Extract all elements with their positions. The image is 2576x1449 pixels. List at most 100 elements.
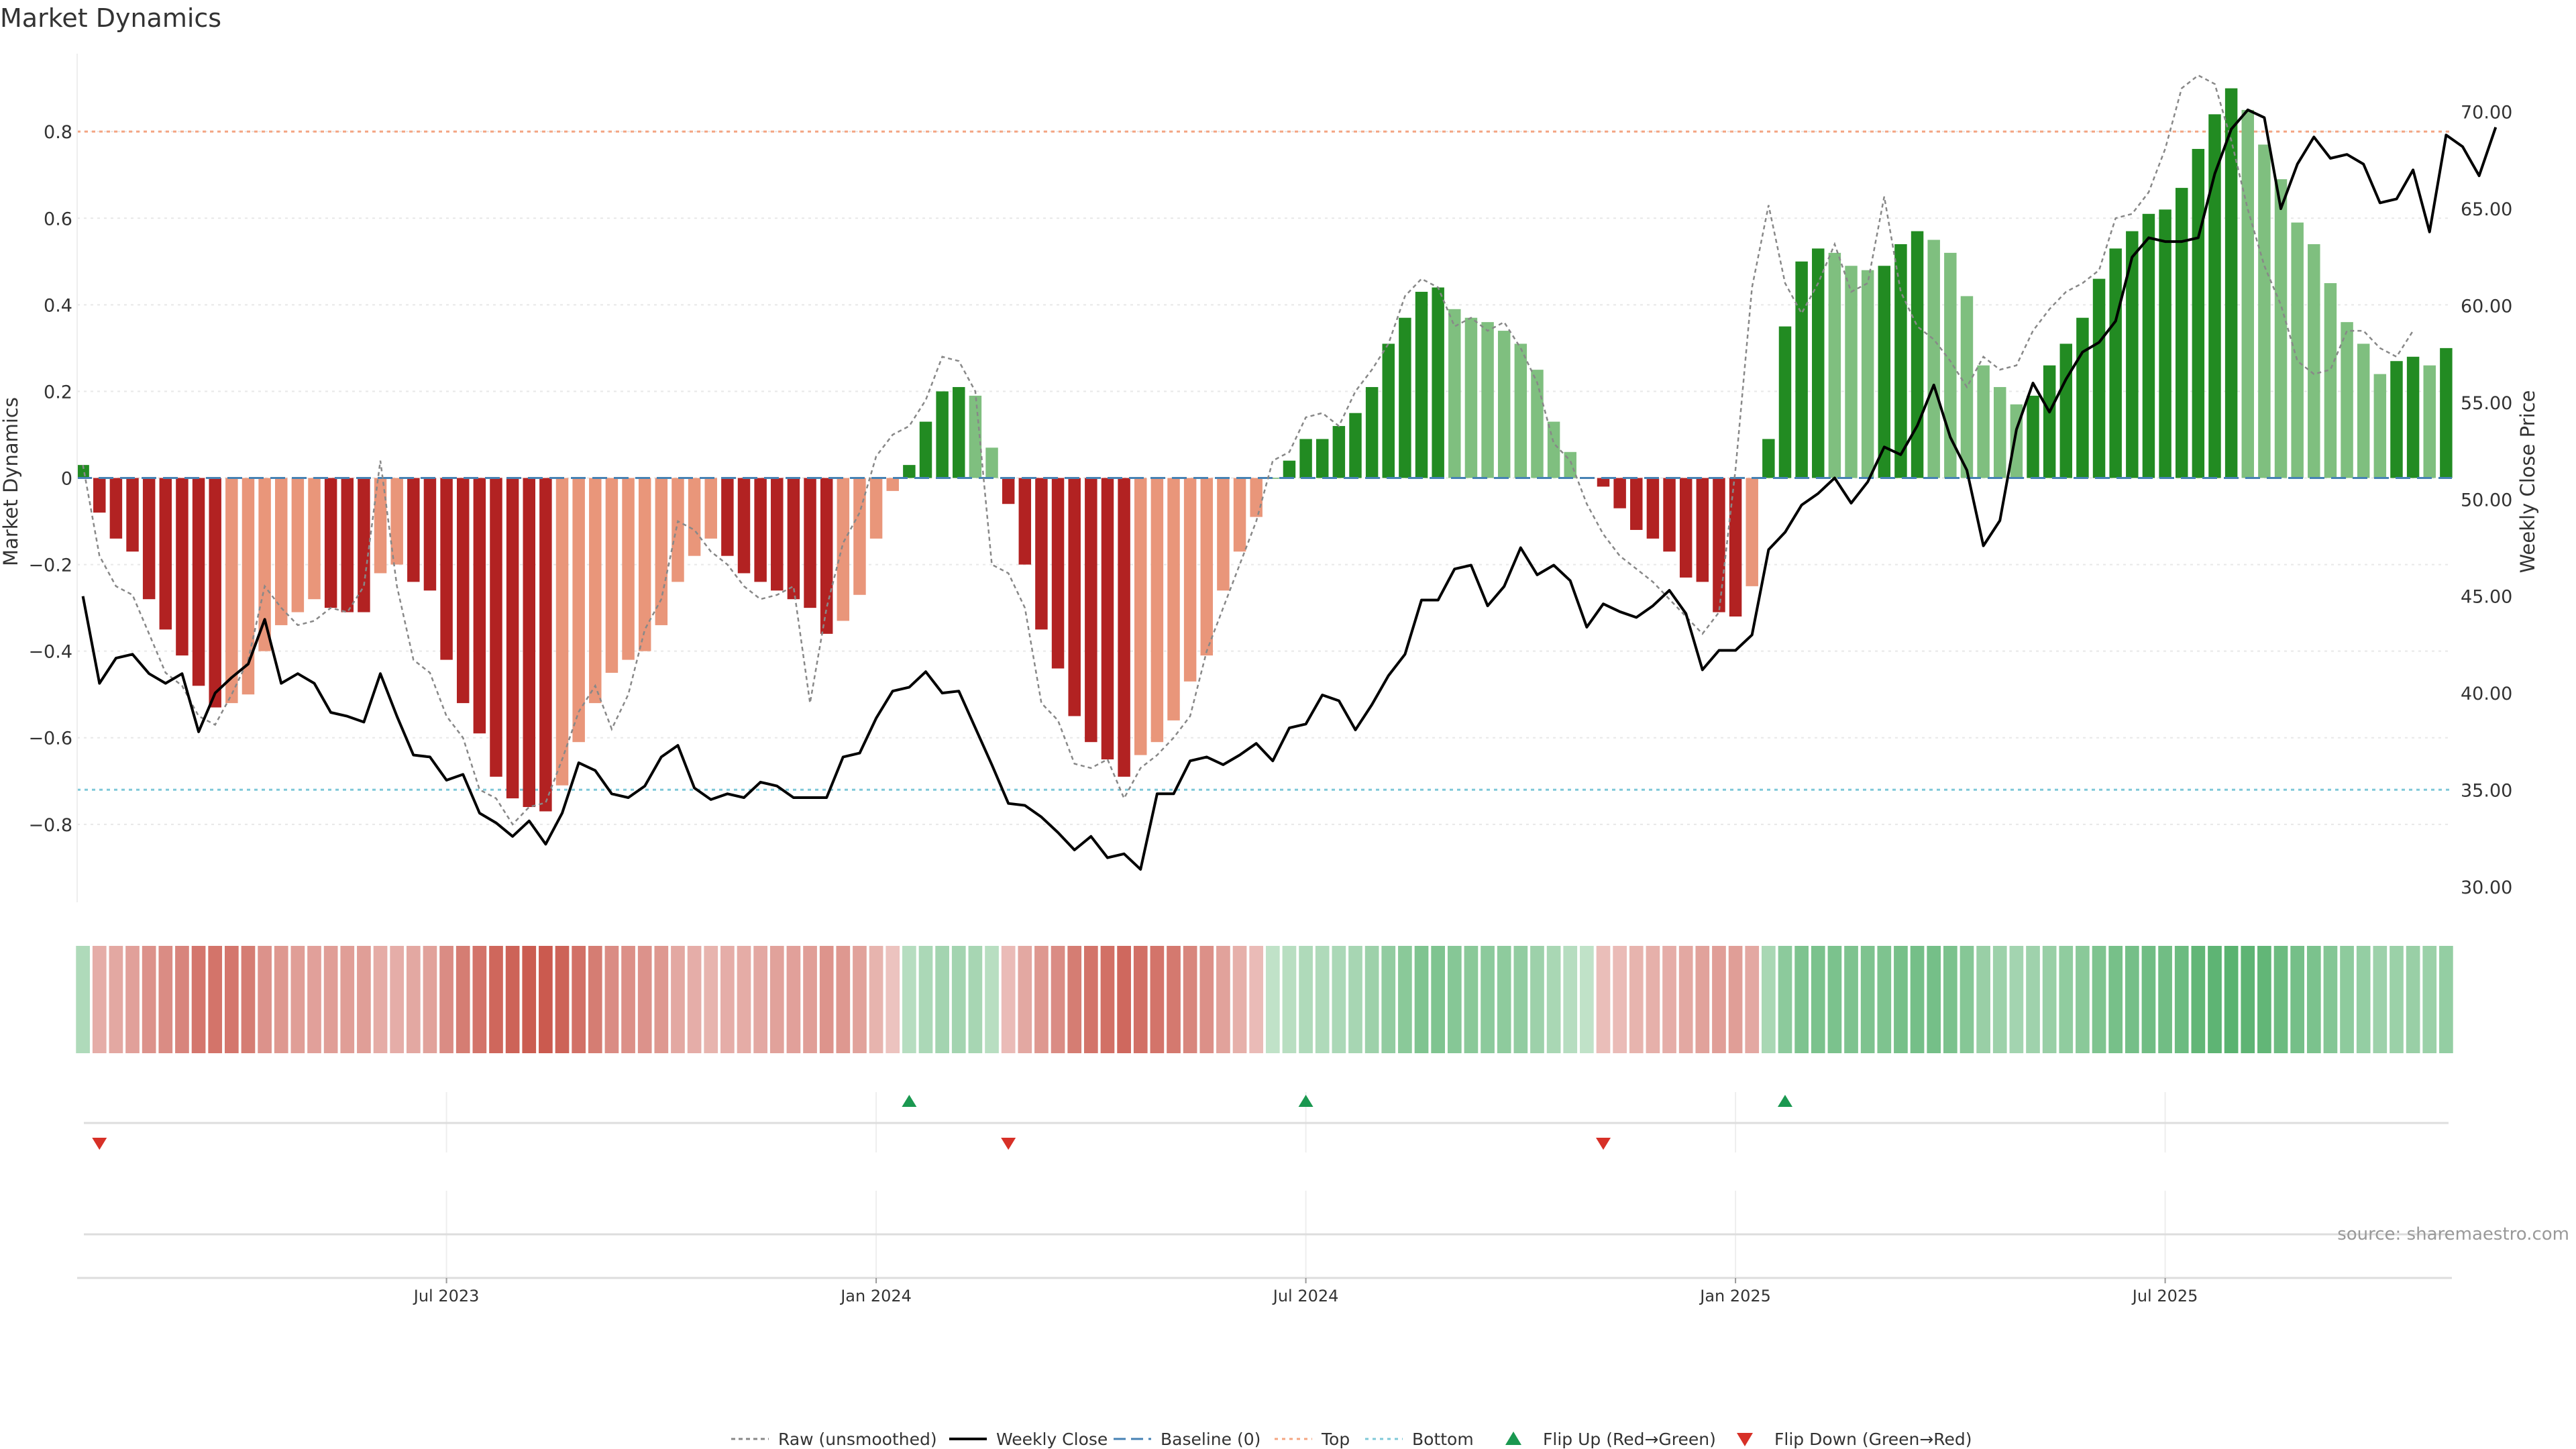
- dynamics-bar: [985, 447, 998, 478]
- band-cell: [1100, 946, 1115, 1053]
- band-cell: [2373, 946, 2387, 1053]
- dynamics-bar: [1233, 478, 1246, 552]
- band-cell: [968, 946, 983, 1053]
- dynamics-bar: [1150, 478, 1164, 743]
- dynamics-bar: [76, 465, 89, 478]
- band-cell: [720, 946, 735, 1053]
- band-cell: [274, 946, 288, 1053]
- band-cell: [1580, 946, 1594, 1053]
- band-cell: [1877, 946, 1892, 1053]
- band-cell: [1596, 946, 1611, 1053]
- band-cell: [1282, 946, 1297, 1053]
- dynamics-bar: [126, 478, 139, 552]
- band-cell: [1348, 946, 1362, 1053]
- band-cell: [2356, 946, 2371, 1053]
- dynamics-bar: [1464, 317, 1478, 478]
- dynamics-bar: [1432, 287, 1444, 478]
- y-axis-label: Market Dynamics: [0, 397, 22, 566]
- dynamics-bar: [1217, 478, 1230, 591]
- band-cell: [1762, 946, 1776, 1053]
- dynamics-bar: [672, 478, 684, 582]
- dynamics-bar: [1382, 343, 1395, 478]
- y-axis-right: 30.00 35.00 40.00 45.00 50.00 55.00 60.00 65.00…: [2461, 103, 2512, 898]
- y-tick-label: −0.2: [28, 555, 72, 576]
- dynamics-bar: [869, 478, 883, 539]
- band-cell: [935, 946, 949, 1053]
- empty-panel: [84, 1191, 2449, 1278]
- band-cell: [307, 946, 321, 1053]
- dynamics-bar: [241, 478, 255, 695]
- band-cell: [406, 946, 421, 1053]
- band-cell: [737, 946, 751, 1053]
- dynamics-bar: [688, 478, 701, 556]
- dynamics-bar: [1812, 248, 1825, 478]
- band-cell: [1778, 946, 1792, 1053]
- band-cell: [1960, 946, 1974, 1053]
- dynamics-bar: [1183, 478, 1197, 682]
- band-cell: [1530, 946, 1544, 1053]
- dynamics-bar: [1778, 326, 1792, 478]
- legend: Raw (unsmoothed) Weekly Close Baseline (0)…: [731, 1430, 1972, 1449]
- dynamics-bar: [1663, 478, 1676, 552]
- dynamics-bar: [1729, 478, 1742, 617]
- band-cell: [2125, 946, 2139, 1053]
- dynamics-bar: [109, 478, 123, 539]
- band-cell: [1431, 946, 1446, 1053]
- band-cell: [918, 946, 933, 1053]
- dynamics-bar: [1085, 478, 1097, 743]
- flip-up-marker: [1298, 1095, 1313, 1107]
- dynamics-bar: [1795, 261, 1808, 478]
- band-cell: [323, 946, 338, 1053]
- x-tick-label: Jul 2025: [2131, 1287, 2198, 1305]
- band-cell: [902, 946, 916, 1053]
- dynamics-bar: [1977, 365, 1990, 478]
- y-tick-label: −0.6: [28, 729, 72, 749]
- dynamics-bar: [1894, 244, 1907, 478]
- dynamics-bar: [407, 478, 420, 582]
- band-cell: [390, 946, 405, 1053]
- dynamics-bar: [142, 478, 156, 600]
- x-tick-label: Jul 2023: [413, 1287, 480, 1305]
- dynamics-bar: [456, 478, 470, 704]
- dynamics-bar: [754, 478, 767, 582]
- y2-tick-label: 40.00: [2461, 684, 2512, 704]
- dynamics-bar: [589, 478, 602, 704]
- dynamics-bar: [1828, 252, 1841, 478]
- dynamics-bar: [176, 478, 189, 656]
- dynamics-bar: [2241, 109, 2254, 478]
- band-cell: [2241, 946, 2255, 1053]
- dynamics-bar: [490, 478, 502, 777]
- y-tick-label: 0.2: [44, 382, 72, 402]
- band-cell: [522, 946, 537, 1053]
- dynamics-bar: [622, 478, 635, 660]
- band-cell: [258, 946, 272, 1053]
- band-cell: [2422, 946, 2437, 1053]
- dynamics-bar: [853, 478, 866, 595]
- band-cell: [1199, 946, 1214, 1053]
- legend-label: Raw (unsmoothed): [778, 1430, 937, 1449]
- dynamics-bar: [1514, 343, 1527, 478]
- dynamics-bar: [2159, 209, 2171, 478]
- dynamics-bar: [2192, 148, 2205, 478]
- dynamics-bar: [1399, 317, 1411, 478]
- dynamics-bar: [209, 478, 221, 708]
- band-cell: [1167, 946, 1181, 1053]
- band-cell: [1860, 946, 1875, 1053]
- band-cell: [2323, 946, 2338, 1053]
- band-cell: [1844, 946, 1858, 1053]
- band-cell: [2306, 946, 2321, 1053]
- dynamics-bar: [473, 478, 486, 734]
- dynamics-bar: [2126, 231, 2139, 478]
- dynamics-bar: [655, 478, 668, 625]
- dynamics-bar: [1365, 386, 1379, 478]
- band-cell: [637, 946, 652, 1053]
- band-cell: [423, 946, 437, 1053]
- dynamics-bar: [1547, 421, 1560, 478]
- dynamics-bar: [358, 478, 370, 612]
- band-cell: [836, 946, 851, 1053]
- band-cell: [1629, 946, 1644, 1053]
- dynamics-bar: [1283, 460, 1296, 478]
- dynamics-heat-band: [76, 946, 2453, 1053]
- band-cell: [2224, 946, 2239, 1053]
- band-cell: [885, 946, 900, 1053]
